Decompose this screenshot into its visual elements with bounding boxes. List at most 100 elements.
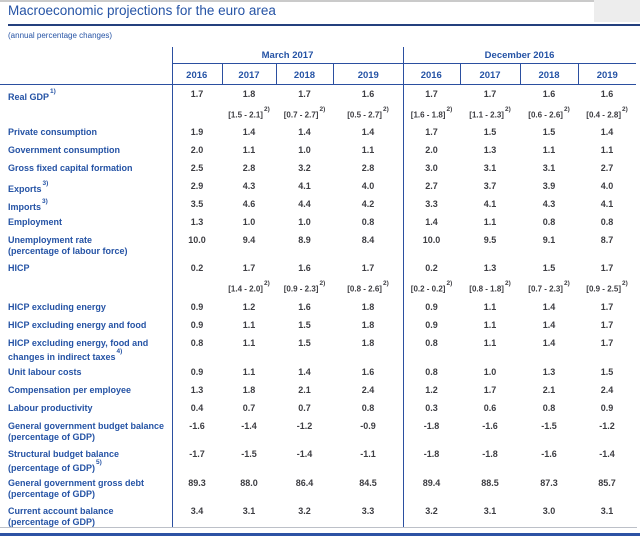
- value-cell: -1.8: [460, 445, 520, 474]
- range-text: [1.6 - 1.8]: [410, 110, 446, 120]
- value-text: 3.4: [190, 506, 204, 516]
- row-label-text: Exports: [8, 184, 42, 194]
- value-cell: 2.5: [172, 159, 222, 177]
- value-cell: 1.6: [333, 363, 403, 381]
- value-text: 1.1: [483, 217, 497, 227]
- value-cell: 8.7: [578, 231, 636, 259]
- value-cell: 88.5: [460, 474, 520, 502]
- value-text: 2.4: [600, 385, 614, 395]
- row-label: General government budget balance (percen…: [0, 417, 172, 445]
- value-text: 1.6: [600, 88, 614, 99]
- value-text: 0.8: [361, 403, 375, 413]
- row-label-text: Labour productivity: [8, 403, 93, 413]
- value-cell: 3.9: [520, 177, 578, 195]
- value-cell: 1.1: [222, 316, 276, 334]
- value-cell: 1.5 [0.7 - 2.3]2): [520, 259, 578, 298]
- footnote-marker: 2): [563, 280, 570, 287]
- value-text: 3.1: [483, 163, 497, 173]
- row-label: Imports3): [0, 195, 172, 213]
- range-text: [0.8 - 1.8]: [469, 284, 504, 294]
- value-cell: -1.6: [460, 417, 520, 445]
- value-cell: 0.4: [172, 399, 222, 417]
- value-cell: 86.4: [276, 474, 333, 502]
- row-label-subtext: changes in indirect taxes: [8, 352, 116, 362]
- value-text: 2.0: [425, 145, 438, 155]
- value-text: 3.1: [600, 506, 614, 516]
- value-cell: 2.8: [222, 159, 276, 177]
- label-column-spacer: [0, 63, 172, 85]
- value-text: 0.9: [425, 320, 438, 330]
- year-header-december-2018: 2018: [519, 63, 579, 85]
- row-label: Real GDP1): [0, 84, 172, 123]
- value-cell: 0.8: [520, 213, 578, 231]
- value-cell: 4.0: [578, 177, 636, 195]
- value-text: 4.0: [361, 181, 375, 191]
- value-cell: 1.1: [222, 363, 276, 381]
- range-text: [0.5 - 2.7]: [347, 110, 382, 120]
- bottom-bar: [0, 533, 640, 536]
- value-cell: 84.5: [333, 474, 403, 502]
- projection-range: [0.9 - 2.5]2): [579, 280, 635, 295]
- value-cell: 0.9: [172, 363, 222, 381]
- value-text: 2.7: [600, 163, 614, 173]
- value-cell: 1.1: [460, 334, 520, 363]
- row-label-text: Gross fixed capital formation: [8, 163, 133, 173]
- value-text: 1.0: [298, 145, 311, 155]
- range-text: [1.5 - 2.1]: [228, 110, 263, 120]
- value-cell: 1.7 [0.9 - 2.5]2): [578, 259, 636, 298]
- table-row: Unemployment rate (percentage of labour f…: [0, 231, 636, 259]
- value-cell: 2.9: [172, 177, 222, 195]
- value-text: 3.9: [542, 181, 556, 191]
- column-group-december-2016: December 2016: [403, 47, 637, 64]
- row-label: Structural budget balance (percentage of …: [0, 445, 172, 474]
- value-cell: 89.3: [172, 474, 222, 502]
- row-label-text: Unit labour costs: [8, 367, 82, 377]
- row-label-subtext: (percentage of labour force): [8, 246, 128, 256]
- value-text: 89.3: [188, 478, 206, 488]
- value-cell: -1.1: [333, 445, 403, 474]
- value-cell: 1.5: [460, 123, 520, 141]
- value-text: 1.5: [298, 338, 311, 348]
- footnote-marker: 2): [263, 280, 270, 287]
- background-artifact: [594, 0, 640, 22]
- footnote-marker: 3): [42, 198, 48, 205]
- value-text: 1.7: [600, 338, 614, 348]
- value-cell: 1.2: [222, 298, 276, 316]
- value-cell: 0.9: [403, 298, 460, 316]
- value-text: 8.4: [361, 235, 375, 245]
- value-cell: 1.6: [276, 298, 333, 316]
- value-text: 0.3: [425, 403, 438, 413]
- value-cell: 1.1: [578, 141, 636, 159]
- value-cell: 3.2: [276, 159, 333, 177]
- value-cell: 0.9: [172, 298, 222, 316]
- row-label: General government gross debt (percentage…: [0, 474, 172, 502]
- value-text: 1.1: [542, 145, 556, 155]
- value-cell: 0.9: [578, 399, 636, 417]
- value-text: 1.4: [298, 127, 311, 137]
- value-text: 1.1: [483, 320, 497, 330]
- value-cell: 1.4: [578, 123, 636, 141]
- row-label: HICP: [0, 259, 172, 298]
- projection-range: [1.6 - 1.8]2): [404, 106, 459, 121]
- value-text: 0.8: [542, 403, 556, 413]
- range-text: [0.4 - 2.8]: [586, 110, 621, 120]
- value-cell: 3.1: [520, 159, 578, 177]
- value-cell: -1.4: [222, 417, 276, 445]
- value-cell: 1.7 [0.7 - 2.7]2): [276, 84, 333, 123]
- value-cell: 4.1: [578, 195, 636, 213]
- value-text: -1.7: [189, 449, 205, 459]
- row-label-text: Real GDP: [8, 91, 50, 102]
- value-text: 84.5: [359, 478, 377, 488]
- table-row: Imports3) 3.5 4.6 4.4 4.2 3.3 4.1 4.3 4.1: [0, 195, 636, 213]
- table-row: General government gross debt (percentage…: [0, 474, 636, 502]
- table-row: Employment 1.3 1.0 1.0 0.8 1.4 1.1 0.8 0.8: [0, 213, 636, 231]
- value-text: -1.6: [189, 421, 205, 431]
- value-cell: 0.8: [403, 334, 460, 363]
- value-text: 0.8: [600, 217, 614, 227]
- value-text: 0.7: [298, 403, 311, 413]
- value-cell: 0.2: [172, 259, 222, 298]
- year-header-march-2016: 2016: [172, 63, 222, 85]
- footnote-marker: 2): [621, 280, 628, 287]
- top-divider: [0, 0, 594, 2]
- projection-range: [0.5 - 2.7]2): [334, 106, 402, 121]
